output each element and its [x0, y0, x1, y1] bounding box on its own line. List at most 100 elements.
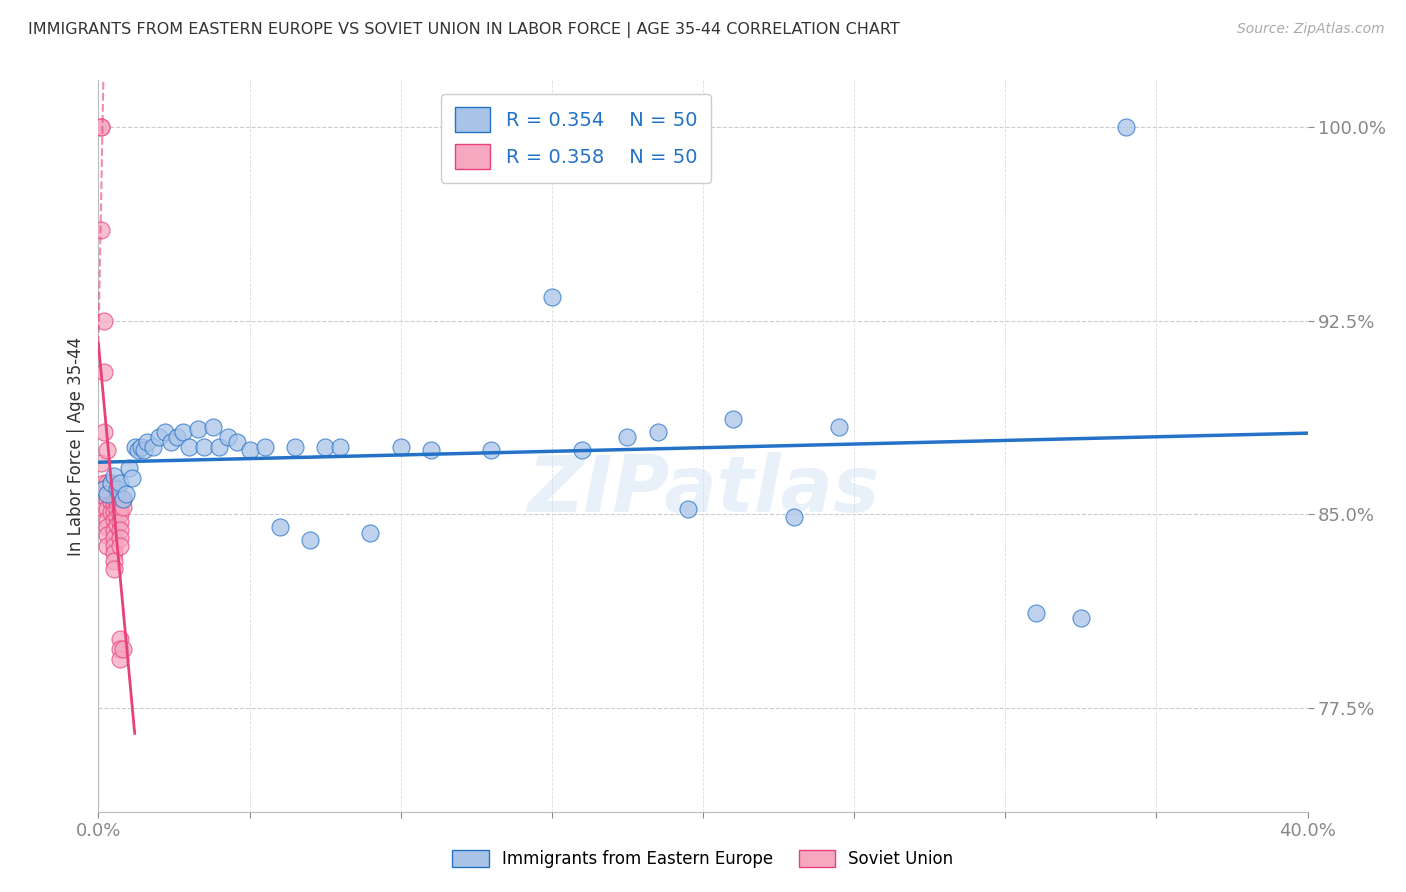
Point	[96, 528, 118, 542]
Point	[93, 476, 115, 491]
Point	[103, 539, 125, 553]
Point	[105, 510, 128, 524]
Point	[96, 491, 118, 506]
Point	[329, 440, 352, 454]
Point	[100, 487, 122, 501]
Point	[96, 520, 118, 534]
Point	[103, 513, 125, 527]
Point	[616, 430, 638, 444]
Point	[108, 652, 131, 666]
Point	[142, 440, 165, 454]
Point	[108, 531, 131, 545]
Point	[1070, 611, 1092, 625]
Point	[129, 440, 152, 454]
Point	[103, 505, 125, 519]
Point	[253, 440, 276, 454]
Point	[314, 440, 336, 454]
Point	[103, 562, 125, 576]
Point	[208, 440, 231, 454]
Point	[100, 476, 122, 491]
Point	[1024, 606, 1046, 620]
Point	[100, 494, 122, 508]
Point	[108, 523, 131, 537]
Point	[828, 419, 851, 434]
Point	[172, 425, 194, 439]
Point	[111, 491, 134, 506]
Point	[96, 539, 118, 553]
Text: ZIPatlas: ZIPatlas	[527, 452, 879, 528]
Point	[132, 442, 155, 457]
Point	[179, 440, 201, 454]
Point	[108, 539, 131, 553]
Point	[118, 461, 141, 475]
Point	[723, 412, 745, 426]
Point	[239, 442, 262, 457]
Point	[105, 482, 128, 496]
Point	[103, 523, 125, 537]
Point	[93, 365, 115, 379]
Point	[284, 440, 307, 454]
Point	[105, 502, 128, 516]
Point	[108, 641, 131, 656]
Point	[202, 419, 225, 434]
Text: Source: ZipAtlas.com: Source: ZipAtlas.com	[1237, 22, 1385, 37]
Point	[103, 482, 125, 496]
Point	[103, 546, 125, 560]
Point	[160, 435, 183, 450]
Point	[103, 497, 125, 511]
Point	[90, 120, 112, 134]
Point	[783, 510, 806, 524]
Point	[166, 430, 188, 444]
Point	[676, 502, 699, 516]
Point	[647, 425, 669, 439]
Point	[105, 494, 128, 508]
Point	[111, 491, 134, 506]
Point	[103, 468, 125, 483]
Point	[108, 632, 131, 646]
Point	[111, 641, 134, 656]
Point	[111, 500, 134, 514]
Point	[124, 440, 146, 454]
Point	[187, 422, 209, 436]
Point	[96, 502, 118, 516]
Point	[100, 505, 122, 519]
Point	[90, 120, 112, 134]
Point	[100, 476, 122, 491]
Y-axis label: In Labor Force | Age 35-44: In Labor Force | Age 35-44	[66, 336, 84, 556]
Point	[269, 520, 291, 534]
Point	[103, 490, 125, 504]
Point	[193, 440, 215, 454]
Point	[108, 491, 131, 506]
Point	[121, 471, 143, 485]
Point	[105, 517, 128, 532]
Point	[571, 442, 593, 457]
Point	[1115, 120, 1137, 134]
Point	[108, 500, 131, 514]
Point	[360, 525, 382, 540]
Point	[105, 487, 128, 501]
Legend: R = 0.354    N = 50, R = 0.358    N = 50: R = 0.354 N = 50, R = 0.358 N = 50	[441, 94, 710, 183]
Point	[103, 554, 125, 568]
Point	[389, 440, 412, 454]
Point	[96, 487, 118, 501]
Point	[93, 313, 115, 327]
Point	[148, 430, 170, 444]
Point	[90, 223, 112, 237]
Point	[108, 508, 131, 522]
Point	[93, 482, 115, 496]
Point	[96, 513, 118, 527]
Point	[481, 442, 503, 457]
Point	[114, 487, 136, 501]
Point	[153, 425, 176, 439]
Point	[217, 430, 239, 444]
Point	[90, 456, 112, 470]
Point	[540, 290, 562, 304]
Point	[103, 531, 125, 545]
Point	[96, 442, 118, 457]
Point	[108, 515, 131, 529]
Point	[96, 476, 118, 491]
Point	[226, 435, 249, 450]
Point	[108, 476, 131, 491]
Point	[93, 502, 115, 516]
Text: IMMIGRANTS FROM EASTERN EUROPE VS SOVIET UNION IN LABOR FORCE | AGE 35-44 CORREL: IMMIGRANTS FROM EASTERN EUROPE VS SOVIET…	[28, 22, 900, 38]
